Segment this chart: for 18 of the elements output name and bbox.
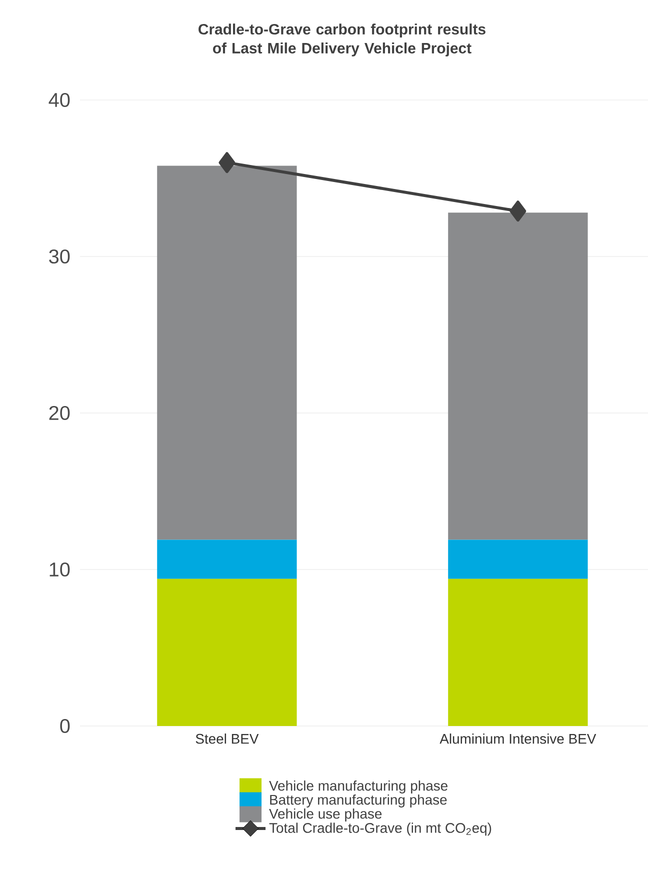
legend-label: Vehicle manufacturing phase	[268, 780, 448, 794]
y-tick-label: 0	[60, 718, 70, 734]
bar	[157, 166, 297, 540]
legend-label: Total Cradle-to-Grave (in mt CO$_{2}$eq)	[269, 822, 492, 836]
bar	[448, 212, 588, 540]
y-tick-label: 20	[49, 406, 70, 420]
bar	[157, 578, 297, 726]
bar	[157, 540, 297, 579]
chart-title: Cradle-to-Grave carbon footprint results of Last Mile Delivery Vehicle Project	[198, 24, 486, 56]
y-tick-label: 10	[50, 562, 70, 577]
bar	[448, 540, 588, 579]
legend-label: Vehicle use phase	[268, 808, 382, 822]
legend-label: Battery manufacturing phase	[270, 794, 447, 808]
bar	[448, 578, 588, 726]
y-tick-label: 40	[48, 92, 70, 108]
y-tick-label: 30	[48, 249, 70, 264]
x-tick-label: Aluminium Intensive BEV	[440, 734, 596, 744]
x-tick-label: Steel BEV	[196, 734, 259, 744]
